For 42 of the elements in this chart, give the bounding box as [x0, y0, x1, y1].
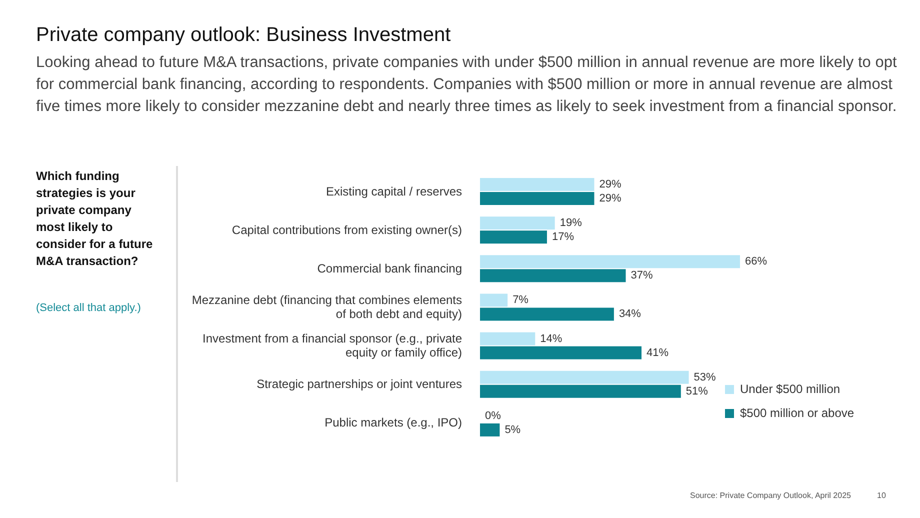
- y-tick-label: Capital contributions from existing owner(s): [232, 222, 462, 237]
- text: 10: [877, 491, 886, 500]
- data-label: 51%: [686, 385, 708, 398]
- data-label: 5%: [504, 424, 521, 436]
- data-label: 66%: [745, 256, 768, 268]
- source-note: Source: Private Company Outlook, April 2025: [690, 491, 851, 500]
- chart-subtitle: Looking ahead to future M&A transactions, private companies with under $500 million in annual revenue are more likely to opt for commercial bank financing, according to respondents. Companies with $500 million or more in annual revenue are almost five times more likely to consider mezzanine debt and nearly three times as likely to seek investment from a financial sponsor.: [36, 53, 898, 117]
- data-label: 19%: [560, 217, 582, 230]
- text: (Select all that apply.): [36, 302, 142, 314]
- data-label: 0%: [485, 410, 502, 422]
- bar: [480, 423, 500, 436]
- text: Private company outlook: Business Investment: [36, 24, 451, 47]
- y-tick-label: Investment from a financial sponsor (e.g., private equity or family office): [202, 332, 462, 360]
- bar: [480, 370, 689, 384]
- data-label: 41%: [646, 346, 669, 359]
- bar: [480, 384, 681, 398]
- y-tick-label: Public markets (e.g., IPO): [324, 416, 462, 430]
- text: Which funding strategies is your private company most likely to consider for a future M&A transaction?: [36, 168, 154, 270]
- bar: [480, 294, 508, 307]
- data-label: 53%: [694, 371, 716, 384]
- bar: [480, 230, 547, 244]
- bar: [480, 178, 594, 191]
- y-tick-label: Strategic partnerships or joint ventures: [256, 377, 462, 392]
- y-tick-label: Mezzanine debt (financing that combines elements of both debt and equity): [192, 293, 462, 321]
- data-label: 29%: [599, 192, 622, 204]
- bar: [480, 255, 740, 268]
- data-label: 7%: [512, 294, 529, 306]
- data-label: 17%: [552, 231, 574, 244]
- bar: [480, 346, 642, 360]
- bar: [480, 192, 594, 205]
- legend-label: $500 million or above: [739, 406, 854, 420]
- bar: [480, 269, 626, 282]
- data-label: 37%: [630, 270, 653, 282]
- bar: [480, 332, 536, 346]
- bar: [480, 308, 614, 321]
- y-tick-label: Existing capital / reserves: [326, 184, 462, 198]
- bar: [480, 216, 555, 230]
- data-label: 34%: [618, 308, 642, 320]
- legend-label: Under $500 million: [739, 382, 842, 396]
- data-label: 14%: [540, 332, 562, 345]
- y-tick-label: Commercial bank financing: [317, 261, 462, 276]
- data-label: 29%: [599, 178, 622, 190]
